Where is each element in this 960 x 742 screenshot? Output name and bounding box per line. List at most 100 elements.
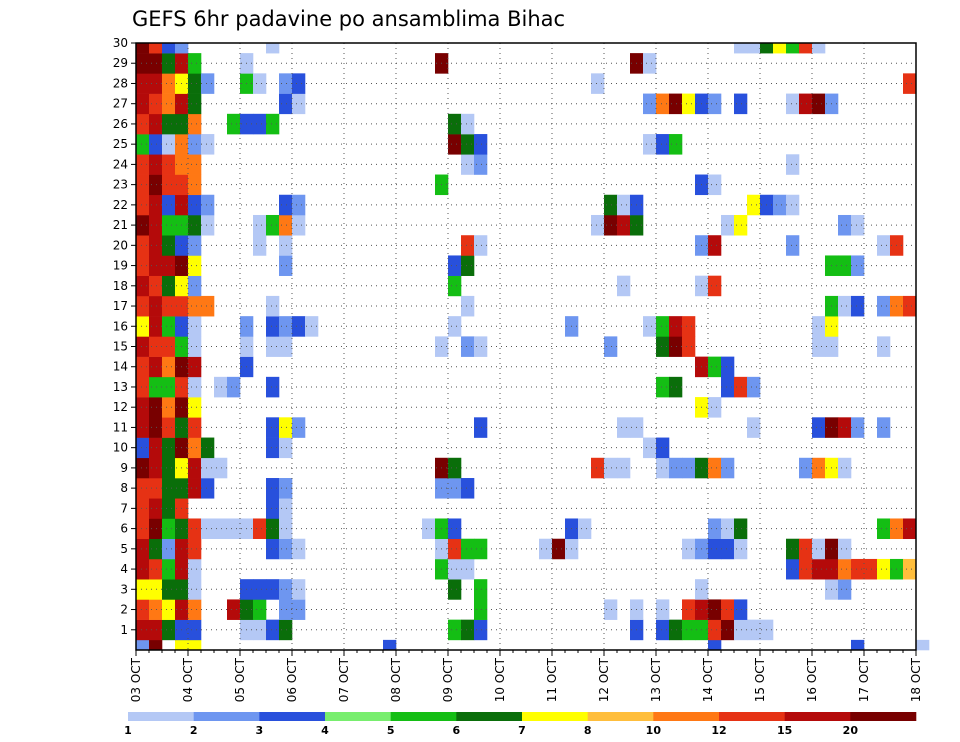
grid-lines <box>136 43 916 650</box>
heatmap-cell <box>461 295 475 317</box>
heatmap-cell <box>812 43 826 54</box>
heatmap-cell <box>279 73 293 94</box>
heatmap-cell <box>851 558 865 580</box>
heatmap-cell <box>708 518 722 540</box>
chart-title: GEFS 6hr padavine po ansamblima Bihac <box>132 7 565 31</box>
heatmap-cell <box>279 599 293 620</box>
heatmap-cell <box>162 356 176 378</box>
heatmap-cell <box>162 478 176 499</box>
heatmap-cell <box>877 295 891 317</box>
heatmap-cell <box>851 255 865 276</box>
heatmap-cell <box>136 73 150 94</box>
heatmap-cell <box>747 619 761 641</box>
heatmap-cell <box>136 478 150 499</box>
heatmap-cell <box>734 538 748 560</box>
heatmap-cell <box>838 457 852 479</box>
heatmap-cell <box>149 558 163 580</box>
heatmap-cell <box>461 154 475 175</box>
heatmap-cell <box>448 134 462 155</box>
x-tick-label: 05 OCT <box>233 657 247 702</box>
y-tick-label: 9 <box>120 461 128 475</box>
heatmap-cell <box>162 134 176 155</box>
heatmap-cell <box>734 518 748 540</box>
heatmap-cell <box>721 518 735 540</box>
y-tick-label: 28 <box>113 76 128 90</box>
heatmap-cell <box>162 194 176 216</box>
heatmap-cell <box>838 255 852 276</box>
heatmap-cell <box>136 518 150 540</box>
heatmap-cell <box>188 599 202 620</box>
heatmap-cell <box>149 457 163 479</box>
heatmap-cell <box>188 73 202 94</box>
heatmap-cell <box>656 93 670 115</box>
heatmap-cell <box>591 214 605 236</box>
y-tick-label: 29 <box>113 56 128 70</box>
heatmap-cell <box>253 113 267 135</box>
heatmap-cell <box>188 275 202 297</box>
heatmap-cell <box>292 316 306 337</box>
heatmap-cell <box>279 214 293 236</box>
heatmap-cell <box>786 93 800 115</box>
heatmap-cell <box>747 43 761 54</box>
heatmap-cell <box>149 336 163 357</box>
heatmap-cell <box>149 478 163 499</box>
heatmap-cell <box>136 43 150 54</box>
heatmap-cell <box>851 639 865 651</box>
heatmap-cell <box>188 478 202 499</box>
colorbar-label: 3 <box>256 724 264 737</box>
heatmap-cell <box>162 295 176 317</box>
heatmap-cell <box>149 538 163 560</box>
heatmap-cell <box>136 93 150 115</box>
heatmap-cell <box>643 316 657 337</box>
heatmap-cell <box>812 457 826 479</box>
heatmap-cell <box>474 579 488 600</box>
y-tick-label: 23 <box>113 178 128 192</box>
heatmap-cell <box>149 518 163 540</box>
y-tick-label: 10 <box>113 441 128 455</box>
heatmap-cell <box>448 518 462 540</box>
heatmap-cell <box>149 113 163 135</box>
heatmap-cell <box>227 599 241 620</box>
heatmap-cell <box>201 214 215 236</box>
heatmap-cell <box>162 599 176 620</box>
heatmap-cell <box>162 518 176 540</box>
heatmap-cell <box>461 558 475 580</box>
heatmap-cell <box>292 214 306 236</box>
y-tick-label: 26 <box>113 117 128 131</box>
heatmap-cell <box>747 376 761 398</box>
heatmap-cell <box>292 73 306 94</box>
y-tick-label: 1 <box>120 623 128 637</box>
heatmap-cell <box>812 417 826 438</box>
heatmap-cell <box>162 275 176 297</box>
heatmap-cell <box>188 518 202 540</box>
heatmap-cell <box>292 579 306 600</box>
y-tick-label: 13 <box>113 380 128 394</box>
heatmap-cell <box>604 599 618 620</box>
x-tick-label: 08 OCT <box>389 657 403 702</box>
y-tick-label: 22 <box>113 198 128 212</box>
heatmap-cell <box>279 538 293 560</box>
heatmap-cell <box>604 457 618 479</box>
heatmap-cell <box>721 214 735 236</box>
heatmap-cell <box>656 316 670 337</box>
heatmap-cell <box>136 356 150 378</box>
heatmap-cell <box>136 336 150 357</box>
heatmap-cell <box>162 397 176 418</box>
heatmap-cell <box>188 579 202 600</box>
y-tick-label: 7 <box>120 501 128 515</box>
heatmap-cell <box>266 316 280 337</box>
x-tick-label: 06 OCT <box>285 657 299 702</box>
heatmap-cell <box>266 336 280 357</box>
heatmap-cell <box>461 478 475 499</box>
heatmap-cell <box>682 599 696 620</box>
heatmap-cell <box>149 235 163 256</box>
heatmap-cell <box>461 336 475 357</box>
heatmap-cell <box>864 558 878 580</box>
heatmap-cell <box>279 235 293 256</box>
heatmap-cell <box>474 336 488 357</box>
heatmap-cell <box>461 235 475 256</box>
heatmap-cell <box>708 93 722 115</box>
heatmap-cell <box>474 235 488 256</box>
heatmap-cell <box>682 538 696 560</box>
heatmap-cell <box>136 235 150 256</box>
